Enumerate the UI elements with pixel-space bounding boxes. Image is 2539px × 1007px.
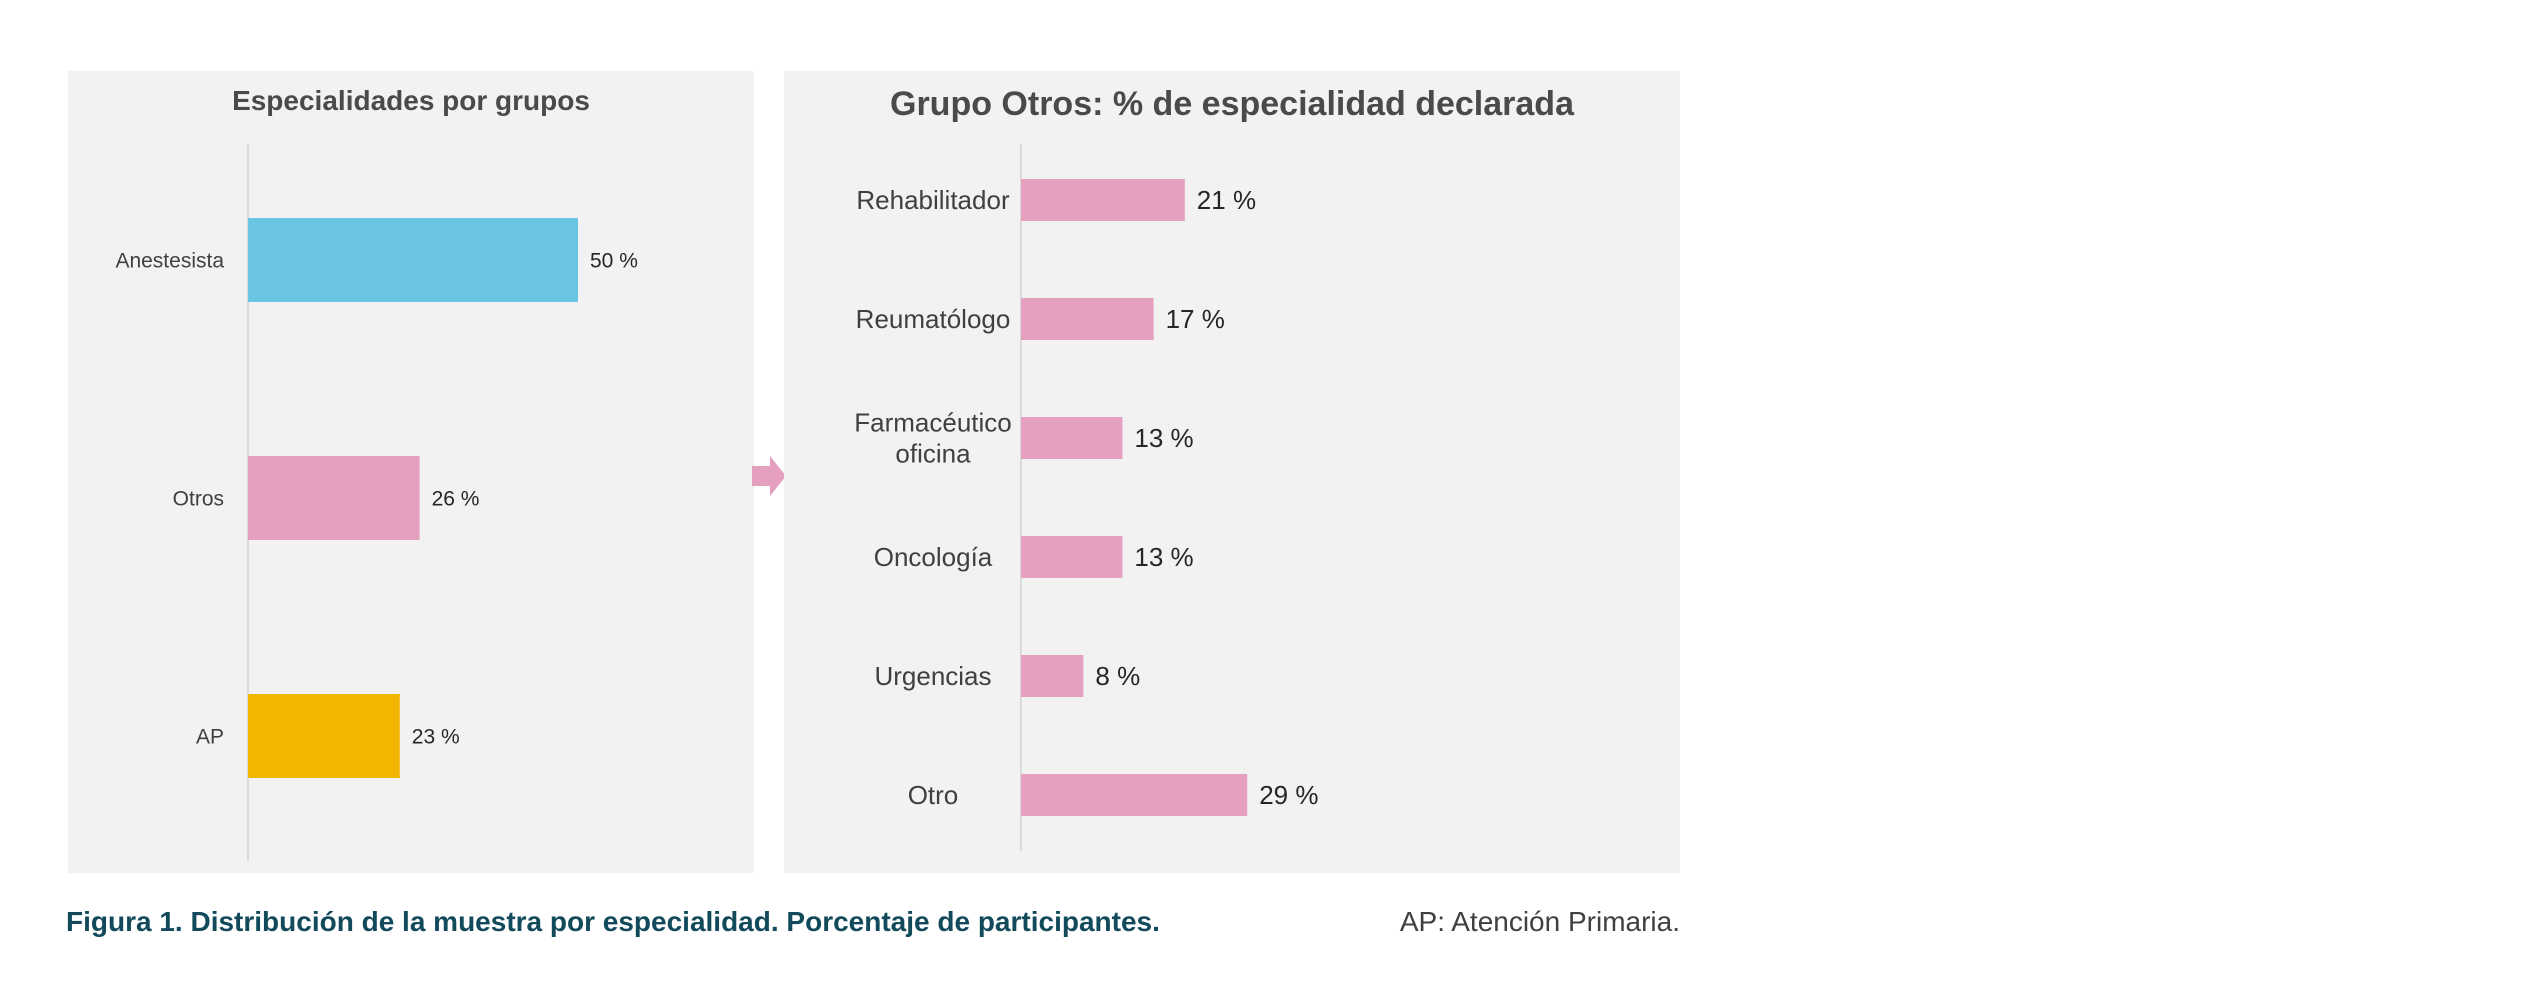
category-label: Rehabilitador (856, 185, 1010, 215)
data-label: 26 % (432, 487, 480, 510)
data-label: 23 % (412, 725, 460, 748)
bar (248, 218, 578, 302)
bar (1021, 417, 1123, 459)
data-label: 50 % (590, 249, 638, 272)
bar (1021, 774, 1248, 816)
bar (1021, 179, 1185, 221)
category-label: Urgencias (874, 661, 991, 691)
data-label: 13 % (1134, 423, 1193, 453)
category-label: Reumatólogo (856, 304, 1011, 334)
bar (1021, 298, 1154, 340)
category-label: Otro (908, 780, 959, 810)
chart-title: Grupo Otros: % de especialidad declarada (890, 85, 1574, 123)
chart-panel-otros: Grupo Otros: % de especialidad declarada… (784, 71, 1680, 873)
category-label: Oncología (874, 542, 993, 572)
category-label: Otros (173, 487, 224, 510)
category-label: Anestesista (115, 249, 224, 272)
arrow-right-icon (752, 456, 786, 496)
bar-chart-groups: 50 % Anestesista 26 % Otros 23 % AP (115, 144, 638, 861)
bar (248, 694, 400, 778)
category-label: Farmacéutico oficina (854, 408, 1012, 469)
data-label: 8 % (1095, 661, 1140, 691)
figure-caption: Figura 1. Distribución de la muestra por… (66, 906, 1160, 937)
data-label: 29 % (1259, 780, 1318, 810)
bar (1021, 655, 1084, 697)
chart-title: Especialidades por grupos (232, 85, 590, 116)
category-label: AP (196, 725, 224, 748)
bar-chart-otros: 21 % Rehabilitador 17 % Reumatólogo 13 % Farm… (854, 144, 1318, 851)
data-label: 13 % (1134, 542, 1193, 572)
chart-panel-groups: Especialidades por grupos 50 % Anestesist… (68, 71, 754, 873)
bar (1021, 536, 1123, 578)
abbreviation-note: AP: Atención Primaria. (1399, 906, 1680, 937)
data-label: 21 % (1197, 185, 1256, 215)
bar (248, 456, 420, 540)
data-label: 17 % (1166, 304, 1225, 334)
